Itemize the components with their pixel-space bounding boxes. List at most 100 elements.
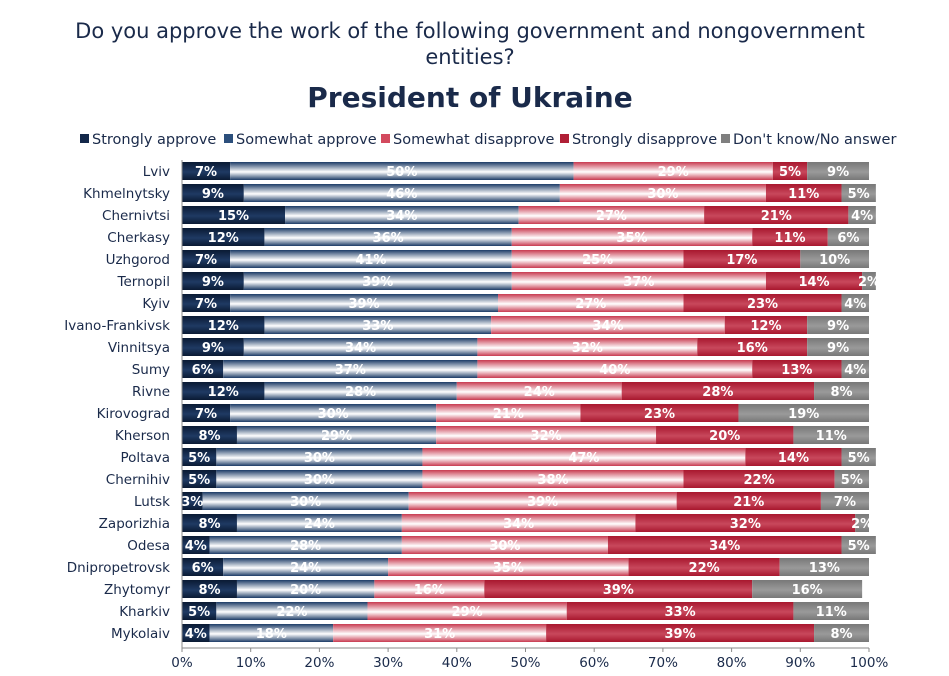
data-label-kherson-strongly-approve: 8%	[198, 429, 220, 444]
x-tick-label-100pct: 100%	[850, 655, 889, 671]
data-label-rivne-somewhat-approve: 28%	[345, 385, 376, 400]
data-label-cherkasy-somewhat-approve: 36%	[373, 231, 404, 246]
data-label-khmelnytsky-somewhat-disapprove: 30%	[647, 187, 678, 202]
x-axis: 0% 10% 20% 30% 40% 50% 60% 70% 80% 90% 100%	[171, 160, 888, 671]
data-label-sumy-somewhat-disapprove: 40%	[599, 363, 630, 378]
bar-dnipropetrovsk-somewhat-disapprove	[388, 558, 629, 576]
x-tick-label-30pct: 30%	[373, 655, 403, 671]
legend-swatch-somewhat-approve	[224, 134, 233, 143]
legend-swatch-strongly-approve	[80, 134, 89, 143]
bar-lviv-don-t-know-no-answer	[807, 162, 869, 180]
data-label-uzhgorod-don-t-know-no-answer: 10%	[819, 253, 850, 268]
bar-lviv-somewhat-disapprove	[573, 162, 773, 180]
data-label-lviv-somewhat-disapprove: 29%	[658, 165, 689, 180]
legend-label-somewhat-approve: Somewhat approve	[236, 132, 377, 148]
data-label-uzhgorod-strongly-disapprove: 17%	[726, 253, 757, 268]
bar-dnipropetrovsk-somewhat-approve	[223, 558, 389, 576]
category-label-poltava: Poltava	[121, 450, 171, 466]
data-label-kirovograd-somewhat-disapprove: 21%	[493, 407, 524, 422]
bar-zhytomyr-somewhat-disapprove	[374, 580, 485, 598]
bar-dnipropetrovsk-don-t-know-no-answer	[779, 558, 869, 576]
data-label-poltava-somewhat-disapprove: 47%	[568, 451, 599, 466]
data-label-cherkasy-don-t-know-no-answer: 6%	[837, 231, 859, 246]
data-label-zaporizhia-don-t-know-no-answer: 2%	[851, 517, 873, 532]
bar-sumy-don-t-know-no-answer	[841, 360, 869, 378]
data-label-dnipropetrovsk-somewhat-approve: 24%	[290, 561, 321, 576]
bar-kharkiv-strongly-approve	[182, 602, 217, 620]
bar-kyiv-somewhat-approve	[230, 294, 499, 312]
bar-cherkasy-strongly-approve	[182, 228, 265, 246]
category-label-uzhgorod: Uzhgorod	[106, 252, 170, 268]
bar-kirovograd-somewhat-approve	[230, 404, 437, 422]
data-label-odesa-somewhat-disapprove: 30%	[489, 539, 520, 554]
bar-poltava-strongly-approve	[182, 448, 217, 466]
bar-ivano-frankivsk-somewhat-approve	[264, 316, 492, 334]
data-label-mykolaiv-somewhat-disapprove: 31%	[424, 627, 455, 642]
data-label-zaporizhia-strongly-disapprove: 32%	[730, 517, 761, 532]
bar-kyiv-strongly-disapprove	[683, 294, 842, 312]
bar-kherson-strongly-approve	[182, 426, 237, 444]
data-label-sumy-don-t-know-no-answer: 4%	[844, 363, 866, 378]
bar-ivano-frankivsk-don-t-know-no-answer	[807, 316, 869, 334]
bar-mykolaiv-don-t-know-no-answer	[814, 624, 869, 642]
data-label-chernihiv-strongly-disapprove: 22%	[744, 473, 775, 488]
data-label-sumy-strongly-disapprove: 13%	[781, 363, 812, 378]
bar-kyiv-strongly-approve	[182, 294, 231, 312]
bar-kharkiv-somewhat-approve	[216, 602, 368, 620]
bar-kherson-somewhat-approve	[236, 426, 437, 444]
data-label-chernivtsi-somewhat-approve: 34%	[386, 209, 417, 224]
data-label-kharkiv-somewhat-approve: 22%	[276, 605, 307, 620]
data-label-ivano-frankivsk-don-t-know-no-answer: 9%	[827, 319, 849, 334]
data-label-zhytomyr-somewhat-approve: 20%	[290, 583, 321, 598]
data-label-kirovograd-strongly-approve: 7%	[195, 407, 217, 422]
bar-khmelnytsky-strongly-approve	[182, 184, 244, 202]
bar-ivano-frankivsk-strongly-disapprove	[724, 316, 808, 334]
bar-cherkasy-somewhat-disapprove	[511, 228, 753, 246]
data-label-rivne-strongly-disapprove: 28%	[702, 385, 733, 400]
data-label-vinnitsya-strongly-disapprove: 16%	[737, 341, 768, 356]
bar-vinnitsya-somewhat-approve	[243, 338, 478, 356]
data-label-sumy-strongly-approve: 6%	[192, 363, 214, 378]
data-label-uzhgorod-strongly-approve: 7%	[195, 253, 217, 268]
category-label-zaporizhia: Zaporizhia	[99, 516, 170, 532]
data-label-kyiv-somewhat-disapprove: 27%	[575, 297, 606, 312]
bar-cherkasy-don-t-know-no-answer	[827, 228, 869, 246]
data-label-kirovograd-strongly-disapprove: 23%	[644, 407, 675, 422]
bar-zhytomyr-strongly-approve	[182, 580, 237, 598]
category-label-ternopil: Ternopil	[117, 274, 170, 290]
bar-chernihiv-somewhat-disapprove	[422, 470, 684, 488]
data-label-poltava-don-t-know-no-answer: 5%	[848, 451, 870, 466]
data-label-kyiv-strongly-disapprove: 23%	[747, 297, 778, 312]
legend-swatch-somewhat-disapprove	[381, 134, 390, 143]
data-label-dnipropetrovsk-strongly-disapprove: 22%	[689, 561, 720, 576]
data-label-kyiv-don-t-know-no-answer: 4%	[844, 297, 866, 312]
bar-kharkiv-strongly-disapprove	[566, 602, 794, 620]
data-label-ivano-frankivsk-somewhat-disapprove: 34%	[592, 319, 623, 334]
x-tick-label-50pct: 50%	[510, 655, 540, 671]
bar-zhytomyr-somewhat-approve	[236, 580, 375, 598]
data-label-kherson-somewhat-approve: 29%	[321, 429, 352, 444]
bar-ivano-frankivsk-strongly-approve	[182, 316, 265, 334]
bar-zaporizhia-strongly-disapprove	[635, 514, 856, 532]
data-label-poltava-strongly-approve: 5%	[188, 451, 210, 466]
data-label-kherson-strongly-disapprove: 20%	[709, 429, 740, 444]
data-label-vinnitsya-strongly-approve: 9%	[202, 341, 224, 356]
data-label-ternopil-don-t-know-no-answer: 2%	[858, 275, 880, 290]
bar-vinnitsya-don-t-know-no-answer	[807, 338, 869, 356]
bar-zaporizhia-somewhat-disapprove	[401, 514, 636, 532]
bar-uzhgorod-strongly-approve	[182, 250, 231, 268]
category-label-dnipropetrovsk: Dnipropetrovsk	[67, 560, 170, 576]
bar-uzhgorod-somewhat-approve	[230, 250, 512, 268]
category-label-cherkasy: Cherkasy	[107, 230, 170, 246]
data-label-khmelnytsky-don-t-know-no-answer: 5%	[848, 187, 870, 202]
category-label-zhytomyr: Zhytomyr	[104, 582, 170, 598]
category-label-chernihiv: Chernihiv	[106, 472, 170, 488]
bar-chernivtsi-strongly-approve	[182, 206, 286, 224]
data-label-chernivtsi-strongly-disapprove: 21%	[761, 209, 792, 224]
data-label-rivne-strongly-approve: 12%	[208, 385, 239, 400]
bar-ternopil-strongly-approve	[182, 272, 244, 290]
bar-khmelnytsky-somewhat-disapprove	[559, 184, 766, 202]
data-label-chernihiv-somewhat-disapprove: 38%	[537, 473, 568, 488]
bar-chernivtsi-somewhat-approve	[285, 206, 519, 224]
